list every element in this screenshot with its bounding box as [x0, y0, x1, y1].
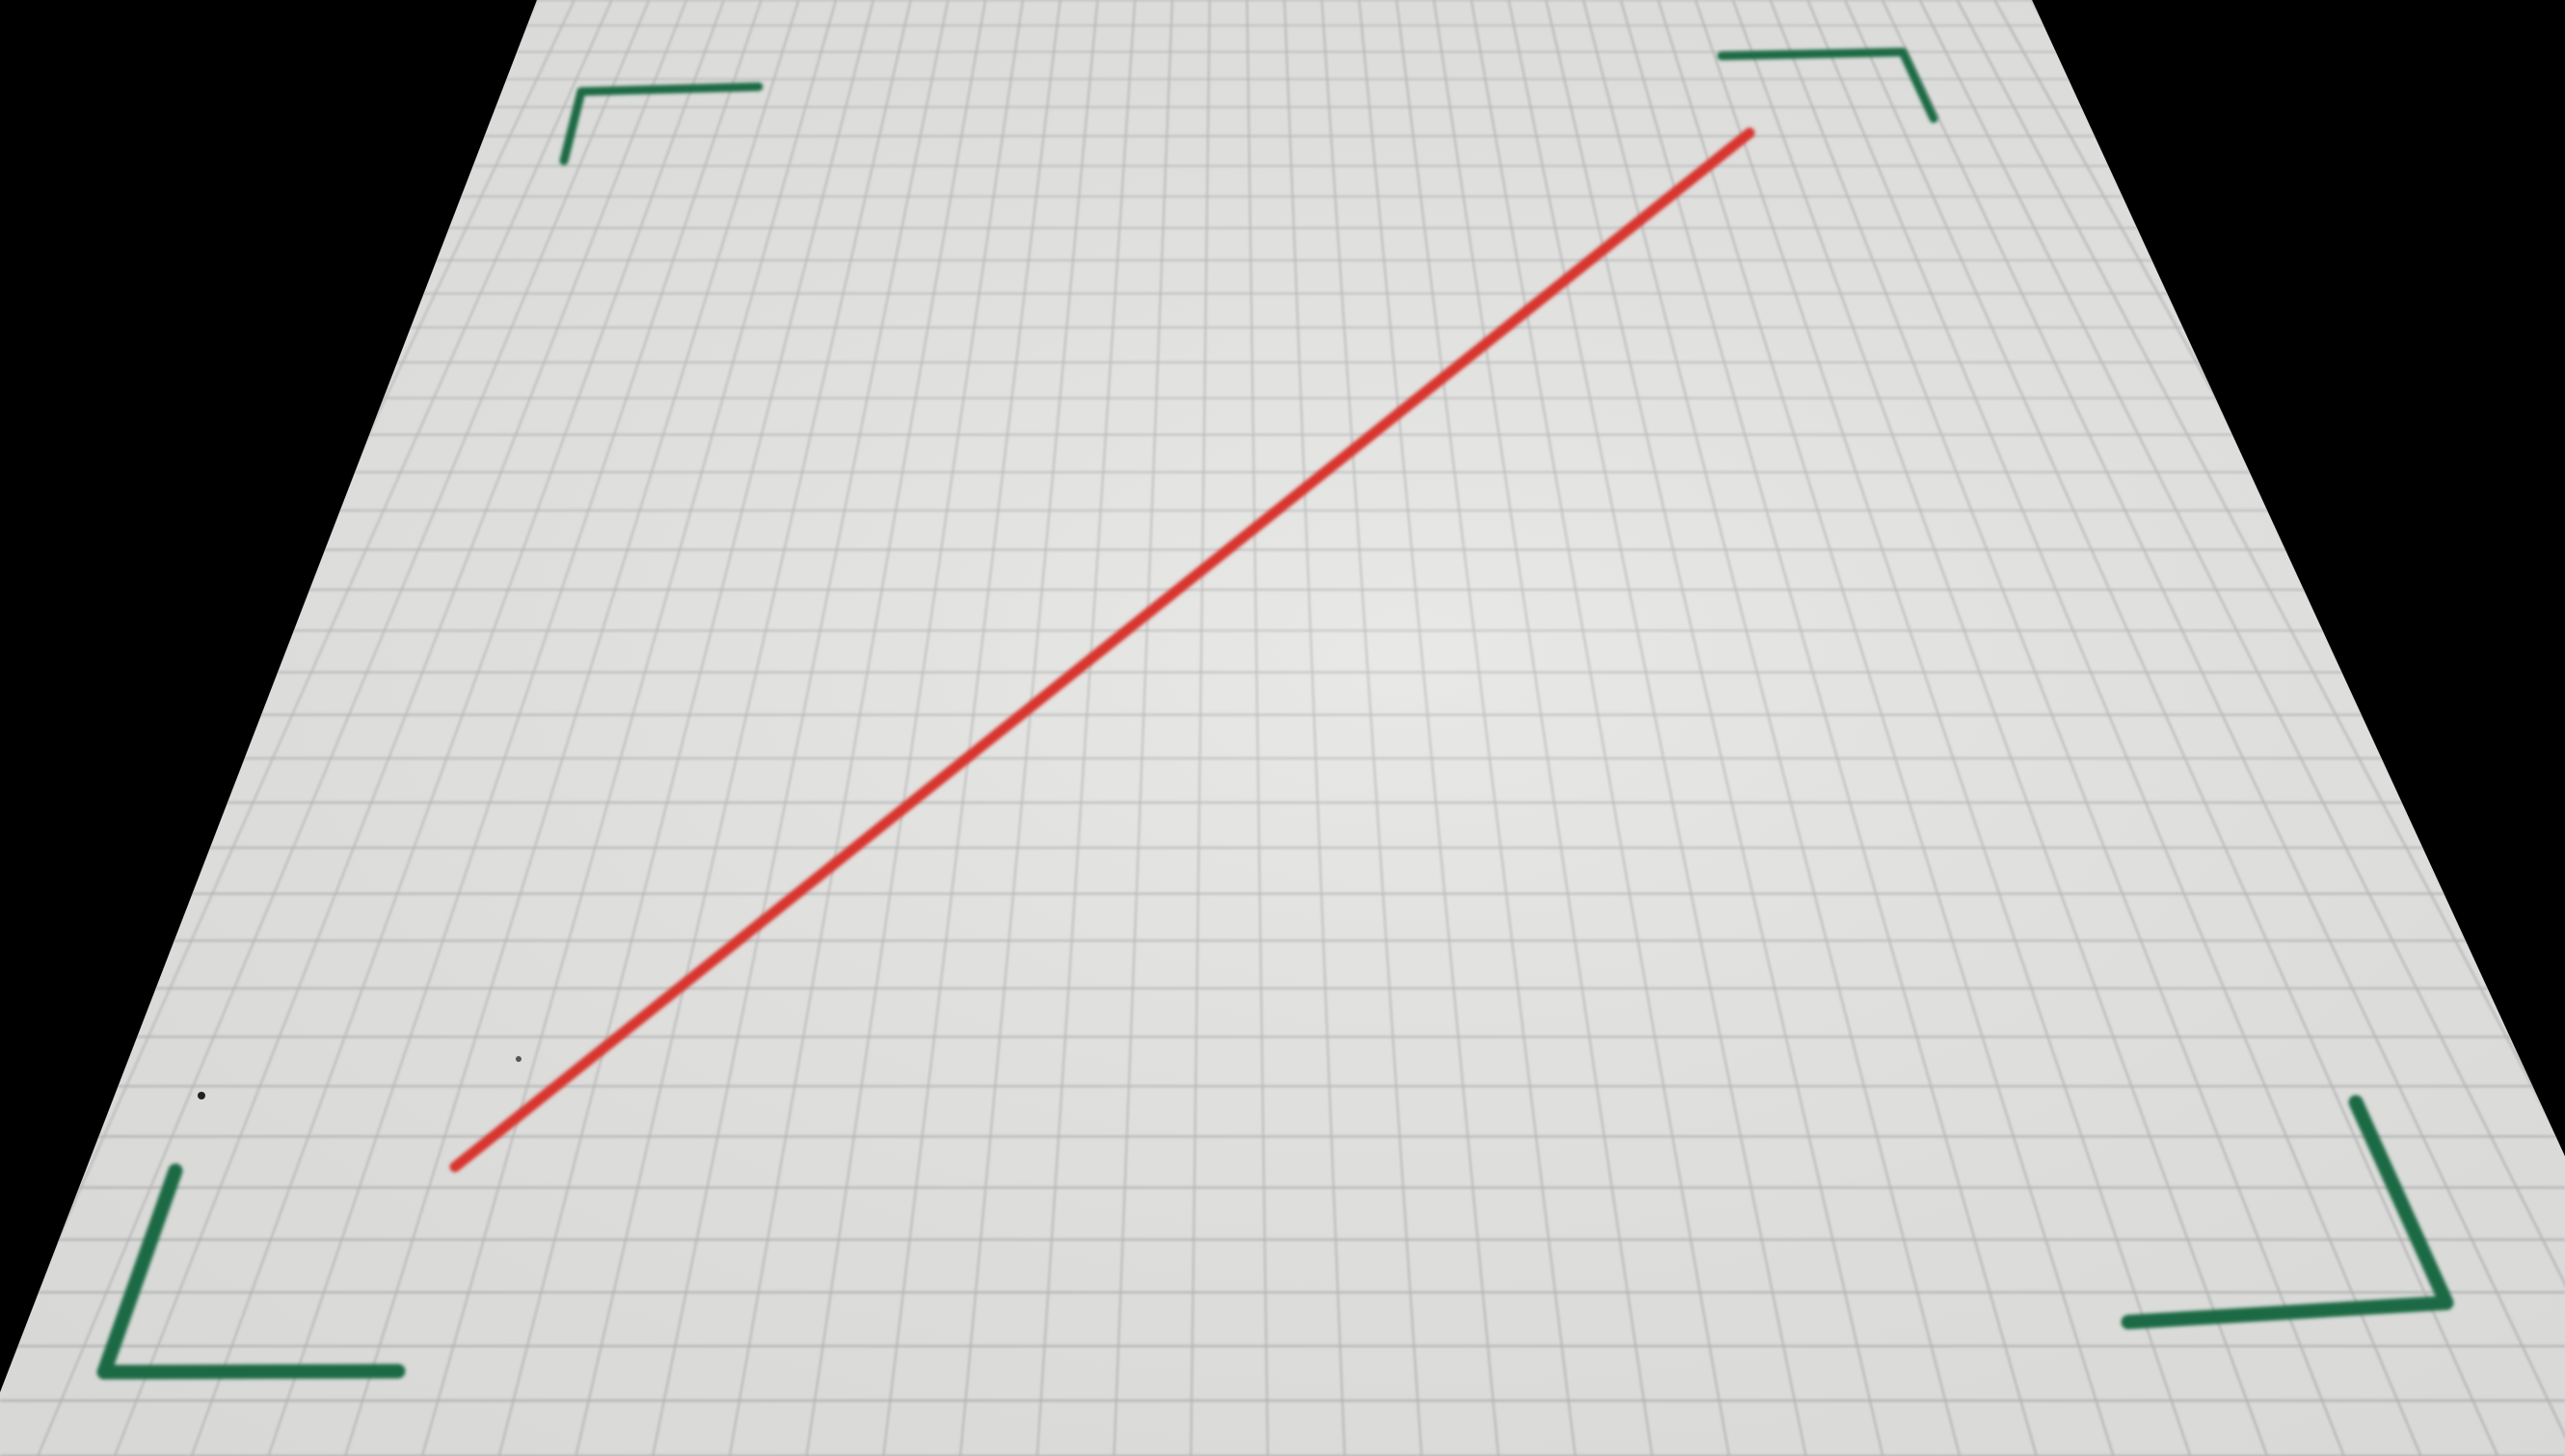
- bottom-left-corner-mark: [96, 1163, 406, 1380]
- ink-dot: [516, 1056, 521, 1062]
- corner-marks: [96, 47, 2454, 1380]
- bottom-right-corner-mark: [2121, 1095, 2454, 1330]
- red-diagonal-line: [449, 127, 1755, 1173]
- top-right-corner-mark: [1717, 47, 1938, 123]
- ink-dot: [198, 1092, 205, 1099]
- top-left-corner-mark: [559, 82, 763, 166]
